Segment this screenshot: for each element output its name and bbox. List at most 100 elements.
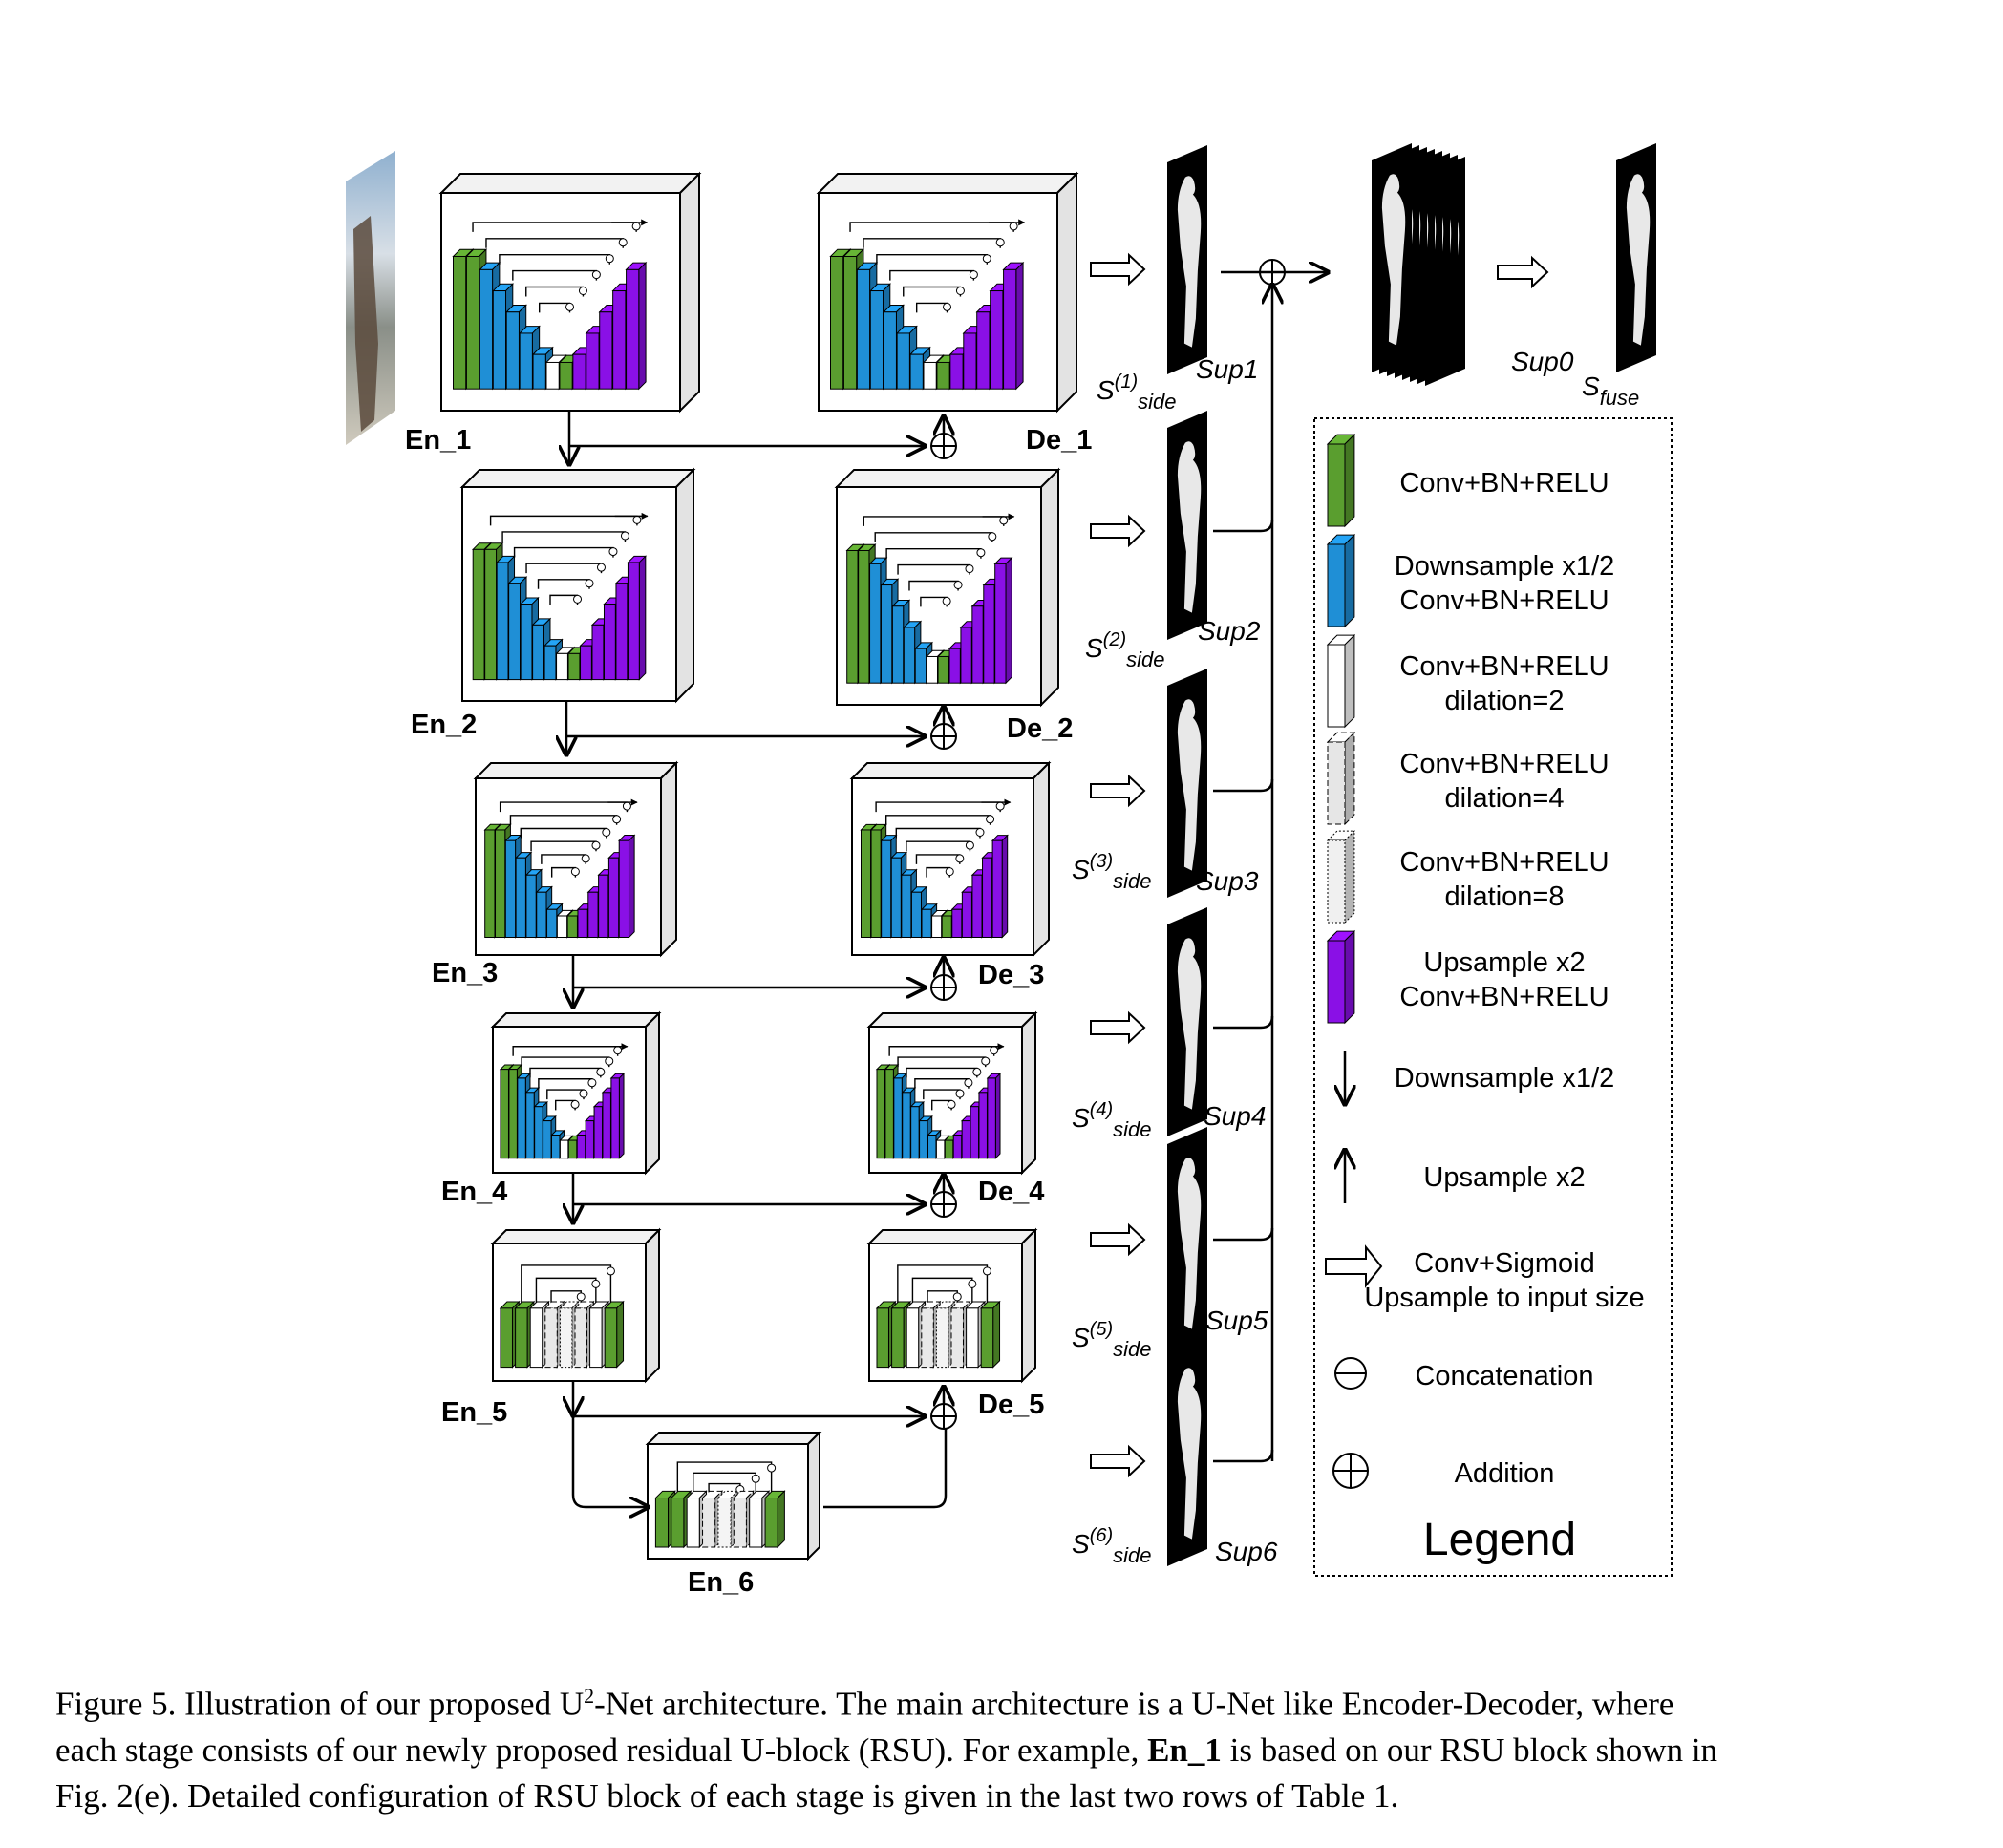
- legend-item-text: Conv+Sigmoid: [1414, 1248, 1594, 1279]
- svg-text:Sfuse: Sfuse: [1582, 372, 1639, 410]
- s-fuse-label: Sfuse: [1582, 372, 1639, 410]
- legend-item-text: Conv+BN+RELU: [1399, 847, 1609, 878]
- svg-text:S(3)side: S(3)side: [1072, 851, 1152, 893]
- sup-label-4: Sup4: [1204, 1101, 1266, 1131]
- stage-box-en5: [490, 1227, 662, 1384]
- sup-label-2: Sup2: [1198, 616, 1261, 646]
- fuse-conv-sigmoid-arrow: [1497, 255, 1549, 289]
- concat-symbol: [930, 723, 957, 750]
- concat-symbol: [930, 1191, 957, 1218]
- side-saliency-map-3: [1167, 669, 1207, 898]
- s-side-label-4: S(4)side: [1072, 1099, 1152, 1141]
- fusion: [1221, 272, 1328, 1461]
- svg-text:S(4)side: S(4)side: [1072, 1099, 1152, 1141]
- side-saliency-map-4: [1167, 907, 1207, 1136]
- stage-label-en4: En_4: [441, 1177, 507, 1207]
- rsu-layer-block: [603, 1300, 625, 1369]
- legend-item-text: Downsample x1/2: [1395, 551, 1615, 582]
- side-output-link: [1213, 1015, 1274, 1030]
- stage-label-en1: En_1: [405, 425, 471, 456]
- side-saliency-map-2: [1167, 411, 1207, 640]
- stage-box-de4: [866, 1010, 1038, 1176]
- conv-sigmoid-arrow-3: [1090, 774, 1146, 808]
- stage-label-en3: En_3: [432, 958, 498, 988]
- s-side-label-3: S(3)side: [1072, 851, 1152, 893]
- stage-box-en4: [490, 1010, 662, 1176]
- legend-item-text: Conv+BN+RELU: [1399, 982, 1609, 1012]
- s-side-label-5: S(5)side: [1072, 1319, 1152, 1361]
- legend-item-text: Upsample to input size: [1364, 1283, 1644, 1313]
- side-saliency-map-1: [1167, 145, 1207, 374]
- rsu-layer-block: [625, 261, 648, 391]
- svg-text:S(6)side: S(6)side: [1072, 1525, 1152, 1567]
- rsu-layer-block: [627, 555, 648, 681]
- blue-downsample-block: [1326, 533, 1356, 628]
- hollow-arrow-icon: [1325, 1244, 1383, 1288]
- concatenation-icon: [1334, 1357, 1367, 1390]
- rsu-layer-block: [993, 556, 1013, 685]
- conv-sigmoid-arrow-1: [1090, 252, 1146, 287]
- input-image: [346, 151, 395, 445]
- legend-item-text: dilation=8: [1445, 882, 1565, 912]
- rsu-skip-lines: [472, 219, 649, 313]
- rsu-layer-block: [618, 834, 636, 939]
- dashed-dilated-block: [1326, 731, 1356, 826]
- stage-box-en1: [438, 171, 702, 414]
- rsu-layer-block: [609, 1073, 626, 1159]
- side-output-link: [1213, 778, 1274, 793]
- side-output-link: [1213, 1449, 1274, 1463]
- legend-item-text: Upsample x2: [1423, 1162, 1585, 1193]
- legend-item-text: Conv+BN+RELU: [1399, 749, 1609, 779]
- side-output-link: [1213, 519, 1274, 533]
- stage-label-en2: En_2: [411, 710, 477, 740]
- legend-title: Legend: [1423, 1515, 1576, 1565]
- rsu-skip-lines: [863, 513, 1015, 607]
- rsu-layer-block: [991, 834, 1009, 939]
- stage-label-en6: En_6: [688, 1567, 754, 1598]
- conv-sigmoid-arrow-4: [1090, 1010, 1146, 1045]
- legend-item-text: Downsample x1/2: [1395, 1063, 1615, 1094]
- rsu-layer-block: [1002, 261, 1025, 391]
- sup-label-6: Sup6: [1215, 1537, 1278, 1566]
- purple-upsample-block: [1326, 929, 1356, 1025]
- rsu-layer-block: [979, 1300, 1001, 1369]
- stage-label-de4: De_4: [978, 1177, 1044, 1207]
- stage-label-en5: En_5: [441, 1397, 507, 1428]
- stage-box-de2: [834, 467, 1061, 708]
- legend-item-text: Addition: [1455, 1458, 1555, 1489]
- stage-box-de1: [816, 171, 1079, 414]
- legend-block-swatch: [1326, 633, 1356, 729]
- white-dilated-block: [1326, 633, 1356, 729]
- fused-saliency-map: [1616, 143, 1656, 372]
- s-side-label-1: S(1)side: [1097, 372, 1177, 414]
- connections: [566, 411, 946, 1507]
- legend-block-swatch: [1326, 731, 1356, 826]
- stage-box-de3: [849, 760, 1052, 958]
- conv-sigmoid-arrow-5: [1090, 1222, 1146, 1257]
- sup-label-1: Sup1: [1196, 354, 1258, 384]
- legend-block-swatch: [1326, 433, 1356, 528]
- concat-symbol: [930, 974, 957, 1001]
- stage-box-en6: [645, 1430, 822, 1561]
- rsu-skip-lines: [489, 512, 649, 605]
- svg-text:S(1)side: S(1)side: [1097, 372, 1177, 414]
- legend-block-swatch: [1326, 829, 1356, 924]
- legend-item-text: Upsample x2: [1423, 947, 1585, 978]
- addition-icon: [1332, 1453, 1369, 1489]
- rsu-skip-lines: [521, 1264, 615, 1308]
- stage-label-de1: De_1: [1026, 425, 1092, 456]
- rsu-skip-lines: [512, 1043, 629, 1111]
- stage-label-de3: De_3: [978, 960, 1044, 990]
- side-saliency-map-6: [1167, 1337, 1207, 1566]
- rsu-skip-lines: [849, 219, 1026, 313]
- concat-symbol: [930, 433, 957, 459]
- stacked-saliency-map: [1372, 143, 1412, 372]
- rsu-skip-lines: [897, 1264, 991, 1308]
- sup-label-5: Sup5: [1205, 1306, 1268, 1335]
- side-saliency-map-5: [1167, 1127, 1207, 1356]
- conv-sigmoid-arrow-6: [1090, 1444, 1146, 1478]
- legend-item-text: dilation=2: [1445, 686, 1565, 716]
- s-side-label-2: S(2)side: [1085, 629, 1165, 671]
- rsu-layer-block: [670, 1490, 693, 1549]
